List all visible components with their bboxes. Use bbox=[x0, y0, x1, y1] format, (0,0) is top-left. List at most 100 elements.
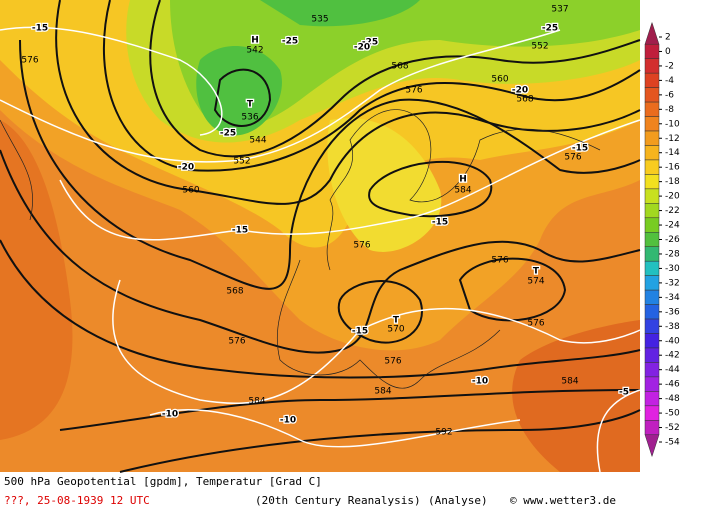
map-label: 544 bbox=[249, 136, 266, 146]
colorbar-label: -8 bbox=[665, 105, 674, 115]
map-label: 584 bbox=[454, 186, 471, 196]
colorbar-label: -46 bbox=[665, 380, 680, 390]
colorbar-swatch bbox=[644, 391, 660, 407]
colorbar-label: -12 bbox=[665, 134, 680, 144]
map-label: -10 bbox=[472, 377, 488, 387]
map-label: 574 bbox=[527, 277, 544, 287]
colorbar-swatch bbox=[644, 87, 660, 103]
colorbar-label: -38 bbox=[665, 322, 680, 332]
colorbar-swatch bbox=[644, 275, 660, 291]
map-label: H bbox=[251, 36, 259, 46]
map-labels: -15576H542T536535-25-25-20552544-25-2056… bbox=[21, 5, 630, 438]
colorbar-swatch bbox=[644, 434, 660, 458]
colorbar-label: -22 bbox=[665, 206, 680, 216]
colorbar-label: -14 bbox=[665, 148, 680, 158]
map-label: -15 bbox=[32, 24, 48, 34]
map-label: 560 bbox=[491, 75, 508, 85]
map-label: 592 bbox=[435, 428, 452, 438]
colorbar-label: -24 bbox=[665, 221, 680, 231]
colorbar-swatch bbox=[644, 333, 660, 349]
colorbar-swatch bbox=[644, 289, 660, 305]
colorbar-label: -30 bbox=[665, 264, 680, 274]
colorbar-swatch bbox=[644, 72, 660, 88]
map-label: 560 bbox=[182, 186, 199, 196]
map-label: T bbox=[247, 100, 254, 110]
colorbar-swatch bbox=[644, 376, 660, 392]
map-label: 576 bbox=[491, 256, 508, 266]
map-label: 576 bbox=[353, 241, 370, 251]
map-label: 576 bbox=[564, 153, 581, 163]
map-label: 568 bbox=[516, 95, 533, 105]
colorbar-label: 0 bbox=[665, 47, 671, 57]
colorbar-label: -18 bbox=[665, 177, 680, 187]
temp-field bbox=[196, 0, 420, 136]
colorbar-swatch bbox=[644, 58, 660, 74]
colorbar-label: -42 bbox=[665, 351, 680, 361]
colorbar-swatch bbox=[644, 362, 660, 378]
map-label: 576 bbox=[405, 86, 422, 96]
map-label: H bbox=[459, 175, 467, 185]
colorbar-label: -26 bbox=[665, 235, 680, 245]
map-label: 576 bbox=[527, 319, 544, 329]
map-label: -20 bbox=[178, 163, 194, 173]
colorbar-swatch bbox=[644, 203, 660, 219]
colorbar-swatch bbox=[644, 405, 660, 421]
colorbar-swatch bbox=[644, 101, 660, 117]
map-area: -15576H542T536535-25-25-20552544-25-2056… bbox=[0, 0, 641, 473]
map-label: 576 bbox=[228, 337, 245, 347]
map-label: T bbox=[393, 316, 400, 326]
colorbar-label: -40 bbox=[665, 336, 680, 346]
colorbar-swatch bbox=[644, 217, 660, 233]
colorbar-label: -48 bbox=[665, 394, 680, 404]
colorbar-swatch bbox=[644, 116, 660, 132]
colorbar-label: -4 bbox=[665, 76, 674, 86]
colorbar-label: -36 bbox=[665, 307, 680, 317]
colorbar-label: -20 bbox=[665, 192, 680, 202]
map-label: -15 bbox=[432, 218, 448, 228]
colorbar-label: -16 bbox=[665, 163, 680, 173]
map-label: -20 bbox=[354, 43, 370, 53]
colorbar-swatch bbox=[644, 232, 660, 247]
footer-credit: © www.wetter3.de bbox=[510, 494, 616, 507]
colorbar-swatch bbox=[644, 246, 660, 262]
colorbar-swatch bbox=[644, 347, 660, 363]
footer-kind: (Analyse) bbox=[428, 494, 488, 507]
colorbar-label: -6 bbox=[665, 90, 674, 100]
colorbar-label: -28 bbox=[665, 249, 680, 259]
map-label: -15 bbox=[352, 327, 368, 337]
map-label: -10 bbox=[162, 410, 178, 420]
footer-title: 500 hPa Geopotential [gpdm], Temperatur … bbox=[4, 475, 322, 488]
colorbar-label: -50 bbox=[665, 409, 680, 419]
colorbar-swatch bbox=[644, 188, 660, 204]
colorbar-swatch bbox=[644, 260, 660, 276]
colorbar-label: -10 bbox=[665, 119, 680, 129]
colorbar-label: -52 bbox=[665, 423, 680, 433]
colorbar: 2 0 -2 -4 -6 -8 -10 -12 -14 -16 -18 -20 -22 -24 -26 -28… bbox=[644, 21, 680, 458]
map-label: 584 bbox=[374, 387, 391, 397]
map-label: 576 bbox=[384, 357, 401, 367]
colorbar-swatch bbox=[644, 145, 660, 161]
coastlines bbox=[0, 109, 601, 389]
map-label: -25 bbox=[362, 38, 378, 48]
colorbar-swatch bbox=[644, 159, 660, 175]
colorbar-label: -44 bbox=[665, 365, 680, 375]
colorbar-swatch bbox=[644, 304, 660, 320]
map-label: 542 bbox=[246, 46, 263, 56]
map-label: T bbox=[533, 267, 540, 277]
map-label: 584 bbox=[561, 377, 578, 387]
map-label: 537 bbox=[551, 5, 568, 15]
map-label: -15 bbox=[572, 144, 588, 154]
footer-date: ???, 25-08-1939 12 UTC bbox=[4, 494, 150, 507]
map-label: 552 bbox=[531, 42, 548, 52]
footer-source: (20th Century Reanalysis) bbox=[255, 494, 421, 507]
geopotential-contours bbox=[0, 0, 641, 473]
colorbar-swatch bbox=[644, 43, 660, 59]
map-label: -25 bbox=[282, 37, 298, 47]
colorbar-swatch bbox=[644, 174, 660, 190]
map-label: -20 bbox=[512, 86, 528, 96]
colorbar-label: -54 bbox=[665, 438, 680, 448]
temp-field bbox=[327, 118, 442, 252]
map-label: 568 bbox=[391, 62, 408, 72]
map-label: -15 bbox=[232, 226, 248, 236]
